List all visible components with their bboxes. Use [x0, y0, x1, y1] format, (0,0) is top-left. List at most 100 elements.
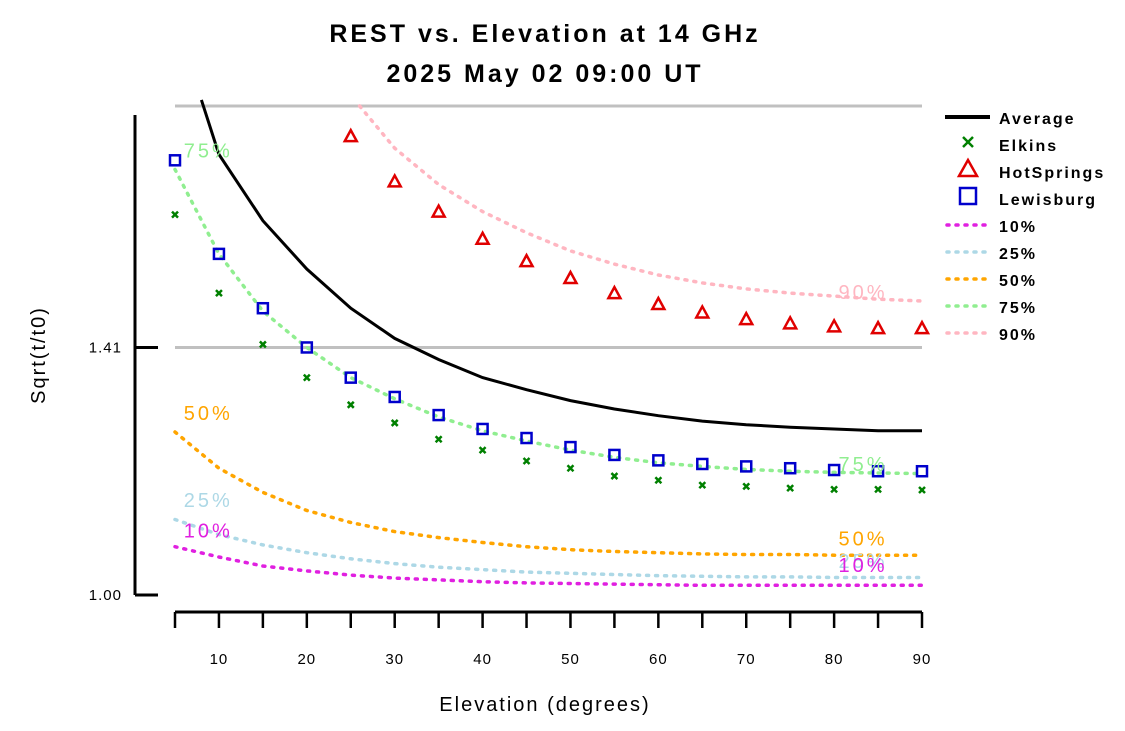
data-point-lewisburg [476, 422, 489, 436]
data-point-hotsprings [518, 252, 535, 268]
data-point-elkins [346, 400, 355, 409]
data-point-lewisburg [783, 461, 797, 475]
data-point-elkins [522, 457, 531, 465]
legend-swatch [956, 157, 980, 178]
series-line-25pct [173, 517, 924, 580]
legend-item-25pct: 25% [945, 246, 1037, 263]
series-line-average [199, 99, 922, 433]
series-line-90pct [357, 104, 924, 303]
data-point-hotsprings [869, 319, 887, 335]
x-tick-label: 40 [473, 651, 492, 668]
chart-subtitle: 2025 May 02 09:00 UT [386, 60, 703, 88]
legend-label: Elkins [999, 138, 1058, 155]
y-tick-label: 1.41 [89, 339, 122, 356]
legend: Average Elkins HotSprings Lewisburg 10% 25% 50… [945, 111, 1105, 344]
data-point-stroke [830, 485, 839, 494]
legend-label: Average [999, 111, 1076, 128]
data-point-stroke [654, 476, 663, 485]
series-line-75pct [173, 167, 924, 476]
data-point-hotsprings [694, 303, 711, 319]
data-point-stroke [258, 340, 267, 349]
data-point-elkins [171, 210, 179, 219]
data-point-elkins [742, 482, 751, 491]
data-point-elkins [698, 481, 707, 490]
data-point-lewisburg [212, 247, 226, 261]
data-point-stroke [215, 289, 223, 298]
data-point-stroke [302, 373, 311, 382]
data-point-elkins [478, 446, 487, 454]
curve-label-6: 50% [839, 528, 888, 550]
x-tick-label: 60 [649, 651, 668, 668]
data-point-hotsprings [562, 269, 579, 285]
data-point-hotsprings [606, 284, 623, 300]
data-point-lewisburg [256, 301, 270, 315]
legend-item-90pct: 90% [945, 327, 1035, 344]
data-point-elkins [654, 476, 663, 485]
data-point-stroke [346, 400, 355, 409]
plot-area [168, 99, 931, 588]
legend-label: 10% [999, 219, 1037, 236]
data-point-stroke [390, 419, 399, 427]
data-point-elkins [874, 485, 882, 494]
data-point-stroke [478, 446, 487, 454]
legend-item-75pct: 75% [945, 300, 1035, 317]
data-point-stroke [874, 485, 882, 494]
x-tick-label: 90 [913, 651, 932, 668]
x-tick-label: 80 [825, 651, 844, 668]
data-point-lewisburg [520, 431, 533, 445]
curve-label-4: 90% [839, 282, 888, 304]
legend-item-hotsprings: HotSprings [956, 157, 1105, 182]
data-point-elkins [918, 486, 926, 494]
data-point-elkins [302, 373, 311, 382]
data-point-hotsprings [474, 230, 491, 246]
legend-swatch [958, 186, 978, 206]
data-point-lewisburg [915, 464, 929, 478]
y-tick-label: 1.00 [89, 587, 122, 604]
legend-label: 25% [999, 246, 1037, 263]
legend-item-50pct: 50% [945, 273, 1035, 290]
curve-annotations: 75%50%25%10%90%75%50%25%10% [184, 140, 888, 577]
data-point-elkins [258, 340, 267, 349]
curve-label-7: 25% [839, 551, 888, 573]
data-point-lewisburg [696, 457, 709, 471]
legend-swatch [962, 136, 974, 148]
x-tick-label: 10 [210, 651, 229, 668]
data-point-elkins [610, 472, 619, 480]
data-point-hotsprings [650, 295, 667, 311]
axes: 1.00 1.41 10 20 30 40 50 60 70 80 90 [89, 115, 932, 668]
data-point-hotsprings [342, 127, 359, 143]
series-line-10pct [173, 544, 924, 588]
data-point-lewisburg [739, 460, 753, 473]
data-point-lewisburg [300, 341, 314, 354]
legend-item-lewisburg: Lewisburg [958, 186, 1097, 209]
data-point-lewisburg [432, 408, 445, 422]
data-point-stroke [522, 457, 531, 465]
data-point-elkins [830, 485, 839, 494]
curve-label-5: 75% [839, 454, 888, 476]
y-axis-label: Sqrt(t/t0) [28, 306, 50, 404]
data-point-lewisburg [827, 463, 841, 477]
data-point-hotsprings [782, 314, 799, 330]
data-point-lewisburg [564, 440, 577, 454]
curve-label-8: 10% [839, 555, 888, 577]
data-point-hotsprings [913, 319, 931, 335]
data-point-lewisburg [871, 464, 885, 478]
data-point-stroke [434, 435, 443, 444]
data-point-hotsprings [386, 172, 403, 188]
data-point-lewisburg [168, 154, 182, 167]
x-tick-label: 50 [561, 651, 580, 668]
data-point-hotsprings [738, 310, 755, 326]
data-point-stroke [566, 464, 575, 473]
curve-label-3: 10% [184, 521, 233, 543]
legend-item-average: Average [945, 111, 1076, 128]
legend-item-elkins: Elkins [962, 136, 1058, 155]
data-point-stroke [698, 481, 707, 490]
data-point-stroke [918, 486, 926, 494]
data-point-elkins [215, 289, 223, 298]
legend-label: HotSprings [999, 165, 1105, 182]
chart-title: REST vs. Elevation at 14 GHz [329, 20, 760, 48]
legend-label: Lewisburg [999, 192, 1097, 209]
data-point-lewisburg [344, 371, 358, 384]
series-line-50pct [173, 430, 924, 557]
